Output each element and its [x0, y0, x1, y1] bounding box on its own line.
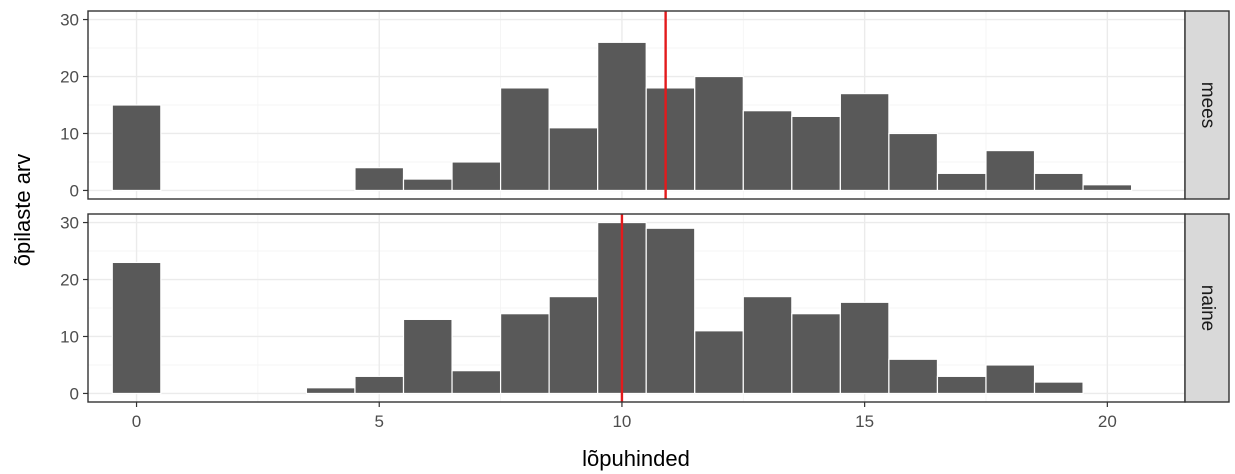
- histogram-bar: [888, 358, 939, 395]
- histogram-bar: [936, 172, 987, 192]
- panel-naine: 0 10 20 30 naine: [60, 213, 1230, 403]
- histogram-bar: [548, 296, 599, 395]
- histogram-bar: [839, 93, 890, 192]
- histogram-bar: [1033, 172, 1084, 192]
- histogram-bar: [791, 115, 841, 192]
- histogram-bar: [694, 75, 744, 192]
- y-axis-title: õpilaste arv: [10, 154, 35, 267]
- facet-strip-label: mees: [1197, 82, 1218, 128]
- y-tick-label: 0: [70, 181, 79, 200]
- histogram-bar: [354, 167, 405, 192]
- histogram-bar: [499, 313, 550, 395]
- histogram-bar: [305, 387, 356, 395]
- panel-mees: 0 10 20 30 mees: [60, 10, 1230, 200]
- histogram-bar: [1082, 184, 1133, 192]
- facet-strip-label: naine: [1197, 285, 1218, 332]
- y-tick-label: 0: [70, 384, 79, 403]
- histogram-bar: [402, 318, 453, 395]
- y-tick-label: 20: [60, 271, 79, 290]
- histogram-bar: [742, 296, 793, 395]
- histogram-bar: [402, 178, 453, 192]
- x-tick-label: 0: [132, 412, 141, 431]
- histogram-bar: [791, 313, 841, 395]
- y-tick-label: 10: [60, 327, 79, 346]
- histogram-bar: [694, 330, 744, 395]
- histogram-bar: [111, 104, 162, 192]
- y-tick-label: 10: [60, 124, 79, 143]
- histogram-bar: [985, 149, 1036, 192]
- x-tick-label: 5: [375, 412, 384, 431]
- x-tick-label: 20: [1098, 412, 1117, 431]
- histogram-bar: [451, 161, 502, 192]
- facet-strip: [1184, 213, 1230, 403]
- histogram-bar: [985, 364, 1036, 395]
- x-axis: 0 5 10 15 20: [132, 402, 1117, 431]
- histogram-bar: [111, 261, 162, 395]
- x-tick-label: 10: [612, 412, 631, 431]
- histogram-bar: [888, 132, 939, 192]
- y-tick-label: 30: [60, 214, 79, 233]
- histogram-bar: [354, 375, 405, 395]
- histogram-bar: [839, 301, 890, 395]
- facet-strip: [1184, 10, 1230, 200]
- histogram-bar: [499, 87, 550, 192]
- histogram-bar: [936, 375, 987, 395]
- x-axis-title: lõpuhinded: [582, 446, 690, 471]
- histogram-bar: [451, 370, 502, 395]
- y-tick-label: 20: [60, 68, 79, 87]
- histogram-bar: [1033, 381, 1084, 395]
- panels-layer: 0 10 20 30 mees 0 10 20 30 naine: [60, 10, 1230, 403]
- histogram-bar: [645, 87, 696, 192]
- x-tick-label: 15: [855, 412, 874, 431]
- histogram-bar: [645, 227, 696, 395]
- y-tick-label: 30: [60, 11, 79, 30]
- histogram-bar: [548, 127, 599, 192]
- histogram-bar: [597, 41, 647, 192]
- histogram-bar: [742, 110, 793, 192]
